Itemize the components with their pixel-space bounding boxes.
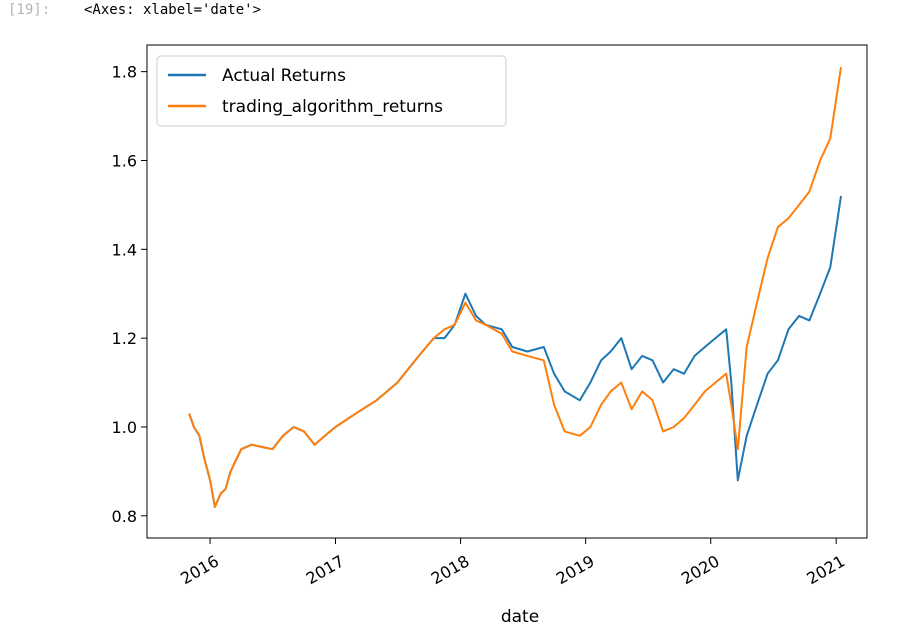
legend-label-actual-returns: Actual Returns [222, 66, 346, 86]
x-axis: 2016 2017 2018 2019 2020 2021 [177, 538, 848, 588]
y-tick-label: 1.4 [112, 240, 137, 259]
y-tick-label: 0.8 [112, 507, 137, 526]
axes-frame [146, 44, 868, 539]
plot-content [188, 67, 842, 508]
x-tick-label: 2016 [177, 551, 222, 588]
x-tick-label: 2021 [803, 551, 848, 588]
x-tick-label: 2017 [303, 551, 348, 588]
y-tick-label: 1.2 [112, 329, 137, 348]
y-tick-label: 1.8 [112, 63, 137, 82]
y-tick-label: 1.6 [112, 151, 137, 170]
y-axis: 0.8 1.0 1.2 1.4 1.6 1.8 [112, 63, 147, 526]
x-tick-label: 2020 [678, 551, 723, 588]
x-tick-label: 2018 [428, 551, 473, 588]
legend-label-trading-algorithm-returns: trading_algorithm_returns [222, 97, 443, 117]
legend-box [156, 55, 507, 127]
x-axis-label: date [501, 607, 539, 627]
cell-output-text: <Axes: xlabel='date'> [84, 2, 262, 18]
cell-prompt: [19]: [8, 2, 51, 18]
series-line-trading-algorithm-returns [188, 67, 842, 508]
x-tick-label: 2019 [553, 551, 598, 588]
y-tick-label: 1.0 [112, 418, 137, 437]
legend: Actual Returns trading_algorithm_returns [156, 55, 507, 127]
